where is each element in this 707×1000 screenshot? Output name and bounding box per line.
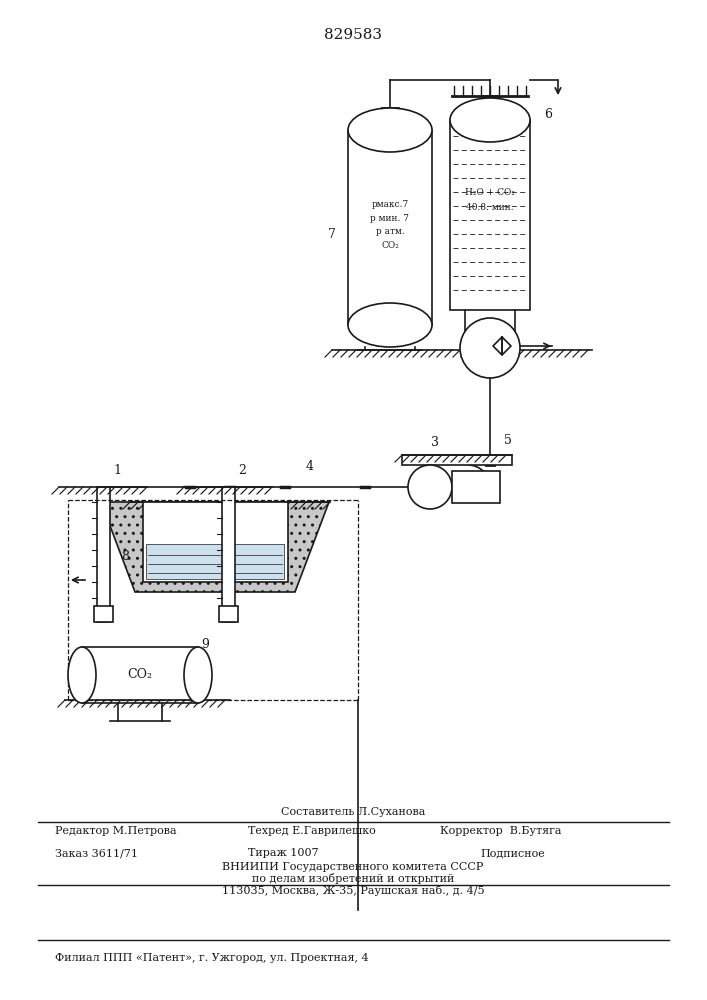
Text: 3: 3 <box>431 436 439 450</box>
Polygon shape <box>502 337 511 355</box>
Bar <box>94 606 113 622</box>
Text: Подписное: Подписное <box>480 848 545 858</box>
Text: H₂O + CO₂
40.8. мин.: H₂O + CO₂ 40.8. мин. <box>465 188 515 212</box>
Ellipse shape <box>348 108 432 152</box>
Ellipse shape <box>348 303 432 347</box>
Text: Техред Е.Гаврилешко: Техред Е.Гаврилешко <box>248 826 375 836</box>
Text: Редактор М.Петрова: Редактор М.Петрова <box>55 826 177 836</box>
Text: 829583: 829583 <box>324 28 382 42</box>
Polygon shape <box>493 337 502 355</box>
Text: Заказ 3611/71: Заказ 3611/71 <box>55 848 138 858</box>
Text: 8: 8 <box>121 550 129 562</box>
Text: рмакс.7
р мин. 7
р атм.
CO₂: рмакс.7 р мин. 7 р атм. CO₂ <box>370 200 409 250</box>
Text: Филиал ППП «Патент», г. Ужгород, ул. Проектная, 4: Филиал ППП «Патент», г. Ужгород, ул. Про… <box>55 953 368 963</box>
Text: Составитель Л.Суханова: Составитель Л.Суханова <box>281 807 425 817</box>
Ellipse shape <box>68 647 96 703</box>
Text: 113035, Москва, Ж-35, Раушская наб., д. 4/5: 113035, Москва, Ж-35, Раушская наб., д. … <box>222 886 484 896</box>
Text: CO₂: CO₂ <box>127 668 153 682</box>
Bar <box>222 487 235 622</box>
Text: 1: 1 <box>113 464 121 478</box>
Text: ВНИИПИ Государственного комитета СССР: ВНИИПИ Государственного комитета СССР <box>222 862 484 872</box>
Circle shape <box>408 465 452 509</box>
Text: 7: 7 <box>328 229 336 241</box>
Ellipse shape <box>184 647 212 703</box>
Bar <box>402 455 512 465</box>
Text: Тираж 1007: Тираж 1007 <box>248 848 319 858</box>
Bar <box>82 647 198 703</box>
Bar <box>97 487 110 622</box>
Polygon shape <box>101 502 329 592</box>
Bar <box>452 471 500 503</box>
Bar <box>143 502 288 582</box>
Text: 9: 9 <box>201 639 209 652</box>
Bar <box>348 130 432 325</box>
Bar <box>219 606 238 622</box>
Polygon shape <box>146 544 284 579</box>
Ellipse shape <box>460 318 520 378</box>
Ellipse shape <box>450 98 530 142</box>
Text: 6: 6 <box>544 108 552 121</box>
Text: Корректор  В.Бутяга: Корректор В.Бутяга <box>440 826 561 836</box>
Text: 4: 4 <box>306 460 314 473</box>
Text: 5: 5 <box>504 434 512 446</box>
Text: 2: 2 <box>238 464 246 478</box>
Bar <box>450 120 530 310</box>
Text: по делам изобретений и открытий: по делам изобретений и открытий <box>252 874 454 884</box>
